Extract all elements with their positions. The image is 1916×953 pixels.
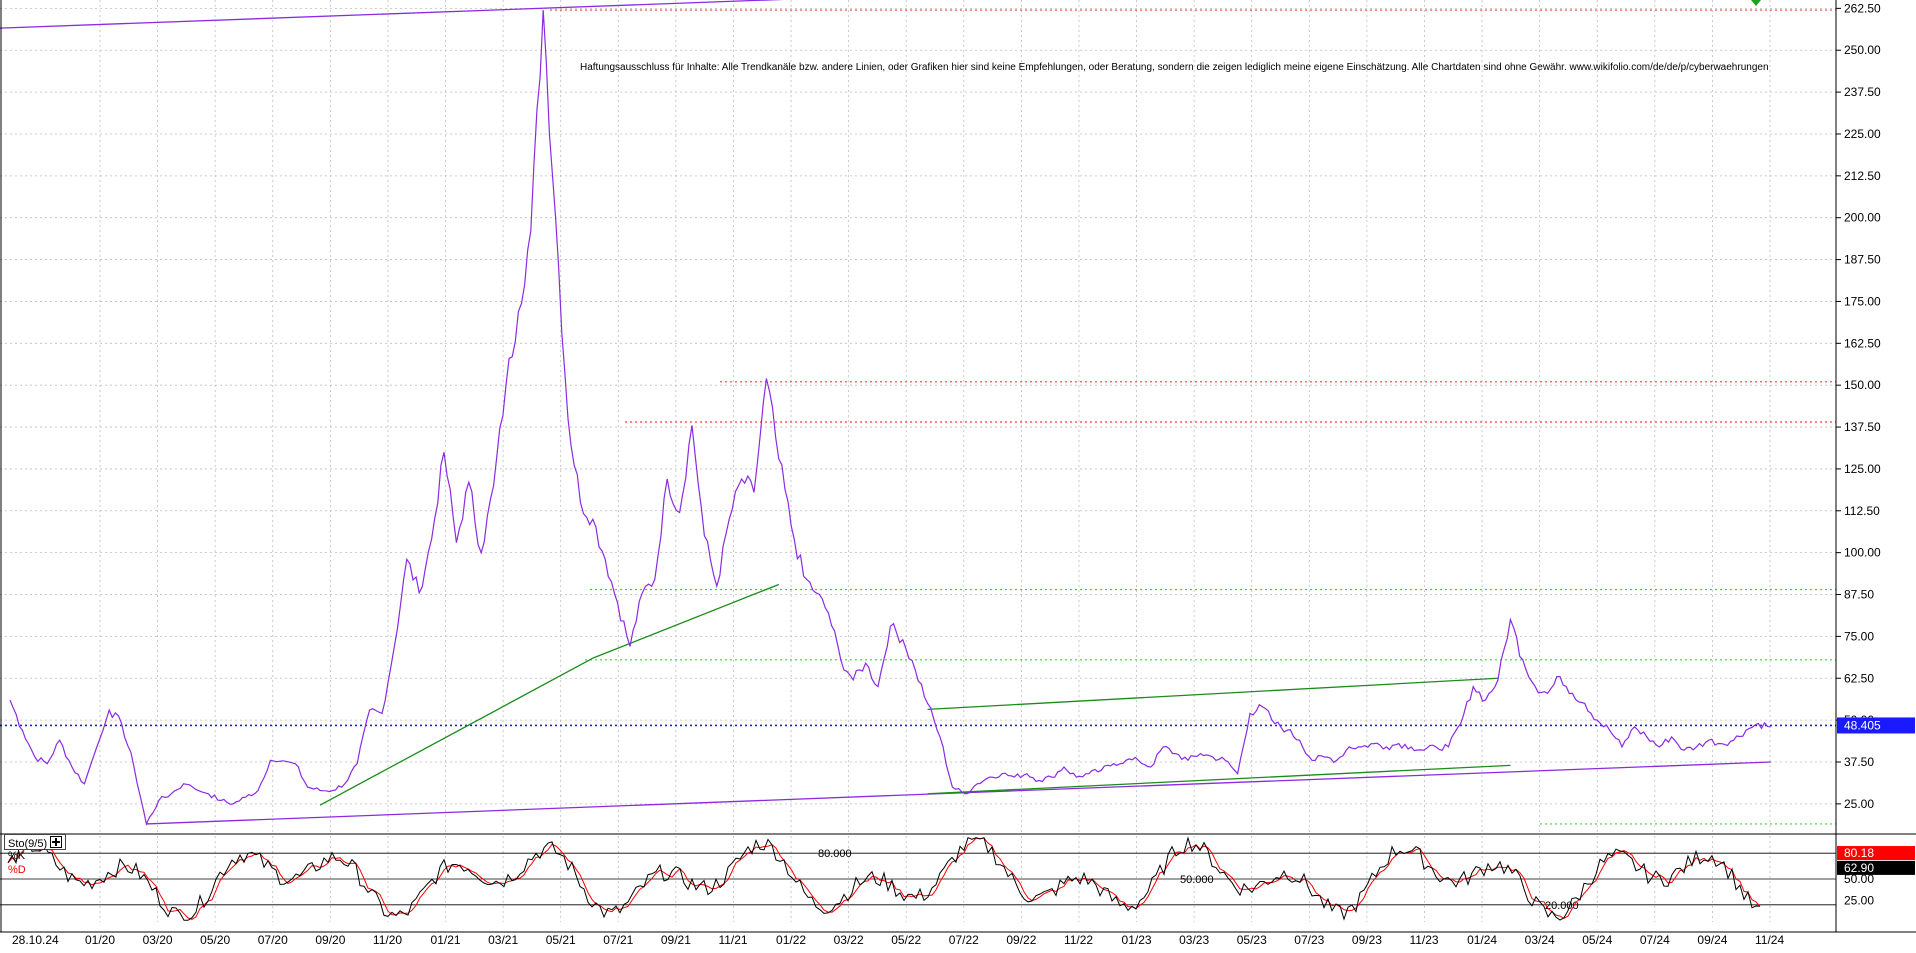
price-tick-label: 162.50 xyxy=(1844,336,1881,350)
x-tick-label: 03/22 xyxy=(834,933,864,947)
trendline xyxy=(927,677,1499,711)
x-tick-label: 11/23 xyxy=(1409,933,1438,947)
x-tick-label: 01/20 xyxy=(85,933,115,947)
x-tick-label: 01/21 xyxy=(431,933,461,947)
price-tick-label: 137.50 xyxy=(1844,420,1881,434)
x-tick-label: 05/24 xyxy=(1582,933,1612,947)
trendline xyxy=(0,0,785,29)
price-tick-label: 75.00 xyxy=(1844,629,1874,643)
x-tick-label: 03/20 xyxy=(143,933,173,947)
price-tick-label: 37.50 xyxy=(1844,755,1874,769)
x-tick-label: 07/20 xyxy=(258,933,288,947)
price-tick-label: 212.50 xyxy=(1844,169,1881,183)
x-tick-label: 11/21 xyxy=(718,933,747,947)
price-tick-label: 62.50 xyxy=(1844,671,1874,685)
x-tick-label: 05/20 xyxy=(200,933,230,947)
price-tick-label: 250.00 xyxy=(1844,43,1881,57)
x-tick-label: 07/22 xyxy=(949,933,979,947)
last-price-badge xyxy=(1837,717,1915,734)
x-tick-label: 11/24 xyxy=(1755,933,1784,947)
price-tick-label: 112.50 xyxy=(1844,504,1880,518)
x-tick-label: 03/21 xyxy=(488,933,518,947)
x-tick-label: 11/22 xyxy=(1064,933,1093,947)
disclaimer-text: Haftungsausschluss für Inhalte: Alle Tre… xyxy=(580,62,1769,73)
d-value-label: 62.90 xyxy=(1844,861,1874,875)
osc-level-label: 80.000 xyxy=(818,848,852,860)
price-tick-label: 125.00 xyxy=(1844,462,1881,476)
x-tick-label: 28.10.24 xyxy=(12,933,59,947)
trendline xyxy=(319,657,594,806)
price-tick-label: 200.00 xyxy=(1844,211,1881,225)
price-tick-label: 25.00 xyxy=(1844,797,1874,811)
x-tick-label: 01/22 xyxy=(776,933,806,947)
oscillator-label-box[interactable]: Sto(9/5) xyxy=(4,834,67,850)
x-tick-label: 05/22 xyxy=(891,933,921,947)
x-tick-label: 07/23 xyxy=(1294,933,1324,947)
price-tick-label: 100.00 xyxy=(1844,546,1881,560)
x-tick-label: 01/24 xyxy=(1467,933,1497,947)
x-tick-label: 09/22 xyxy=(1006,933,1036,947)
price-tick-label: 225.00 xyxy=(1844,127,1881,141)
osc-tick-label: 50.00 xyxy=(1844,872,1874,886)
x-tick-label: 07/21 xyxy=(603,933,633,947)
x-tick-label: 09/21 xyxy=(661,933,691,947)
legend-d: %D xyxy=(8,864,26,876)
osc-level-label: 50.000 xyxy=(1180,874,1214,886)
trendline xyxy=(927,764,1511,795)
marker-icon xyxy=(1751,0,1761,6)
add-indicator-icon[interactable] xyxy=(50,836,63,848)
price-tick-label: 262.50 xyxy=(1844,1,1881,15)
x-tick-label: 09/23 xyxy=(1352,933,1382,947)
stoch-k-line xyxy=(7,836,1761,921)
last-price-label: 48.405 xyxy=(1844,718,1881,732)
price-tick-label: 87.50 xyxy=(1844,588,1874,602)
x-tick-label: 05/23 xyxy=(1237,933,1267,947)
x-tick-label: 09/20 xyxy=(315,933,345,947)
x-tick-label: 03/23 xyxy=(1179,933,1209,947)
x-tick-label: 03/24 xyxy=(1525,933,1555,947)
trendline xyxy=(146,761,1771,825)
x-tick-label: 09/24 xyxy=(1697,933,1727,947)
osc-tick-label: 25.00 xyxy=(1844,894,1874,908)
k-value-badge xyxy=(1837,846,1915,861)
price-tick-label: 150.00 xyxy=(1844,378,1881,392)
x-tick-label: 11/20 xyxy=(373,933,402,947)
stoch-d-line xyxy=(7,837,1761,920)
k-value-label: 80.18 xyxy=(1844,846,1874,860)
price-series-line xyxy=(9,9,1771,826)
oscillator-name: Sto(9/5) xyxy=(8,838,48,850)
trendline xyxy=(592,583,780,659)
x-tick-label: 01/23 xyxy=(1122,933,1152,947)
x-tick-label: 05/21 xyxy=(546,933,576,947)
price-tick-label: 187.50 xyxy=(1844,253,1881,267)
x-tick-label: 07/24 xyxy=(1640,933,1670,947)
price-tick-label: 175.00 xyxy=(1844,294,1881,308)
price-tick-label: 237.50 xyxy=(1844,85,1881,99)
legend-k: %K xyxy=(8,850,26,862)
d-value-badge xyxy=(1837,860,1915,875)
